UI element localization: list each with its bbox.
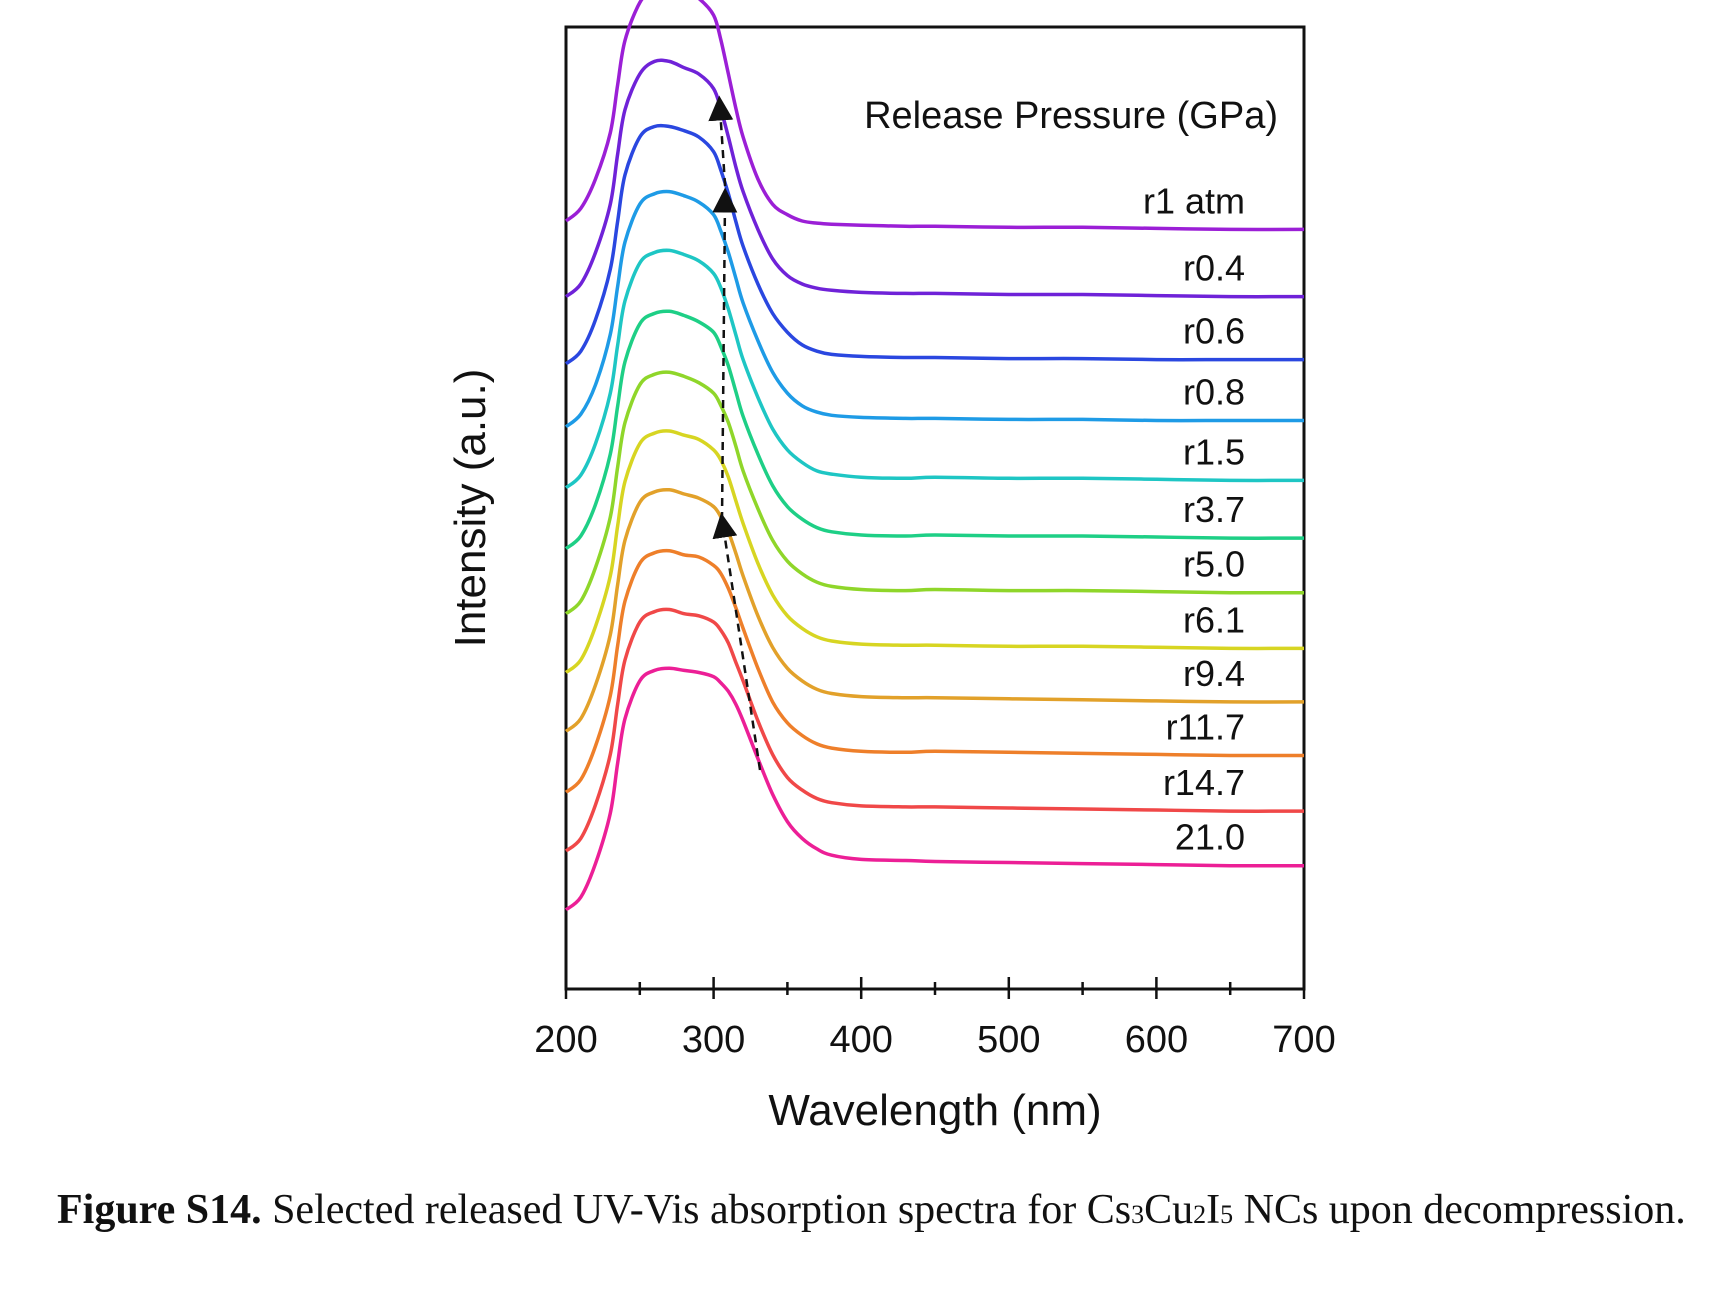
series-label: 21.0	[1175, 817, 1245, 858]
series-label: r0.8	[1183, 372, 1245, 413]
series-label: r0.4	[1183, 248, 1245, 289]
caption-text-4: NCs upon decompression.	[1233, 1187, 1686, 1233]
x-tick-label: 700	[1272, 1019, 1335, 1061]
series-label: r5.0	[1183, 544, 1245, 585]
trend-arrow-segment	[712, 187, 738, 521]
caption-sub-2: 2	[1193, 1200, 1207, 1229]
trend-arrow	[708, 95, 762, 771]
caption-sub-1: 3	[1131, 1200, 1145, 1229]
trend-arrow-segment	[708, 95, 734, 201]
caption-label: Figure S14.	[57, 1187, 262, 1233]
caption-text-2: Cu	[1144, 1187, 1194, 1233]
series-label: r11.7	[1166, 707, 1245, 748]
series-line-21-0	[564, 666, 1305, 912]
y-axis-label: Intensity (a.u.)	[446, 369, 495, 648]
x-axis-ticks: 200 300 400 500 600 700	[534, 977, 1336, 1061]
figure-caption: Figure S14. Selected released UV-Vis abs…	[57, 1180, 1729, 1245]
series-line-r1-atm	[564, 0, 1305, 232]
series-line-r3-7	[564, 309, 1305, 551]
x-tick-label: 500	[977, 1019, 1040, 1061]
legend-title: Release Pressure (GPa)	[864, 95, 1278, 137]
series-line-r6-1	[564, 429, 1305, 674]
series-line-r11-7	[564, 548, 1305, 794]
x-tick-label: 600	[1125, 1019, 1188, 1061]
series-label: r1 atm	[1143, 180, 1245, 221]
caption-text-1: Selected released UV-Vis absorption spec…	[261, 1187, 1132, 1233]
series-label: r9.4	[1183, 653, 1245, 694]
x-tick-label: 300	[682, 1019, 745, 1061]
spectra-curves	[564, 0, 1305, 912]
x-tick-label: 200	[534, 1019, 597, 1061]
series-label: r14.7	[1163, 762, 1245, 803]
caption-text-3: I	[1206, 1187, 1221, 1233]
x-tick-label: 400	[829, 1019, 892, 1061]
series-line-r14-7	[564, 607, 1305, 853]
caption-sub-3: 5	[1220, 1200, 1234, 1229]
series-label: r0.6	[1183, 311, 1245, 352]
series-line-r0-8	[564, 189, 1304, 429]
series-line-r9-4	[564, 487, 1305, 733]
series-labels: r1 atm r0.4 r0.6 r0.8 r1.5 r3.7 r5.0 r6.1 r9.4 r1…	[1143, 180, 1245, 857]
series-label: r6.1	[1183, 599, 1245, 640]
x-axis-label: Wavelength (nm)	[768, 1086, 1101, 1135]
series-label: r3.7	[1183, 489, 1245, 530]
series-line-r0-6	[564, 123, 1304, 366]
series-line-r5-0	[564, 370, 1305, 616]
series-label: r1.5	[1183, 431, 1245, 472]
series-line-r0-4	[564, 58, 1305, 299]
uv-vis-chart: r1 atm r0.4 r0.6 r0.8 r1.5 r3.7 r5.0 r6.1 r9.4 r1…	[446, 0, 1336, 1135]
series-line-r1-5	[564, 248, 1305, 490]
